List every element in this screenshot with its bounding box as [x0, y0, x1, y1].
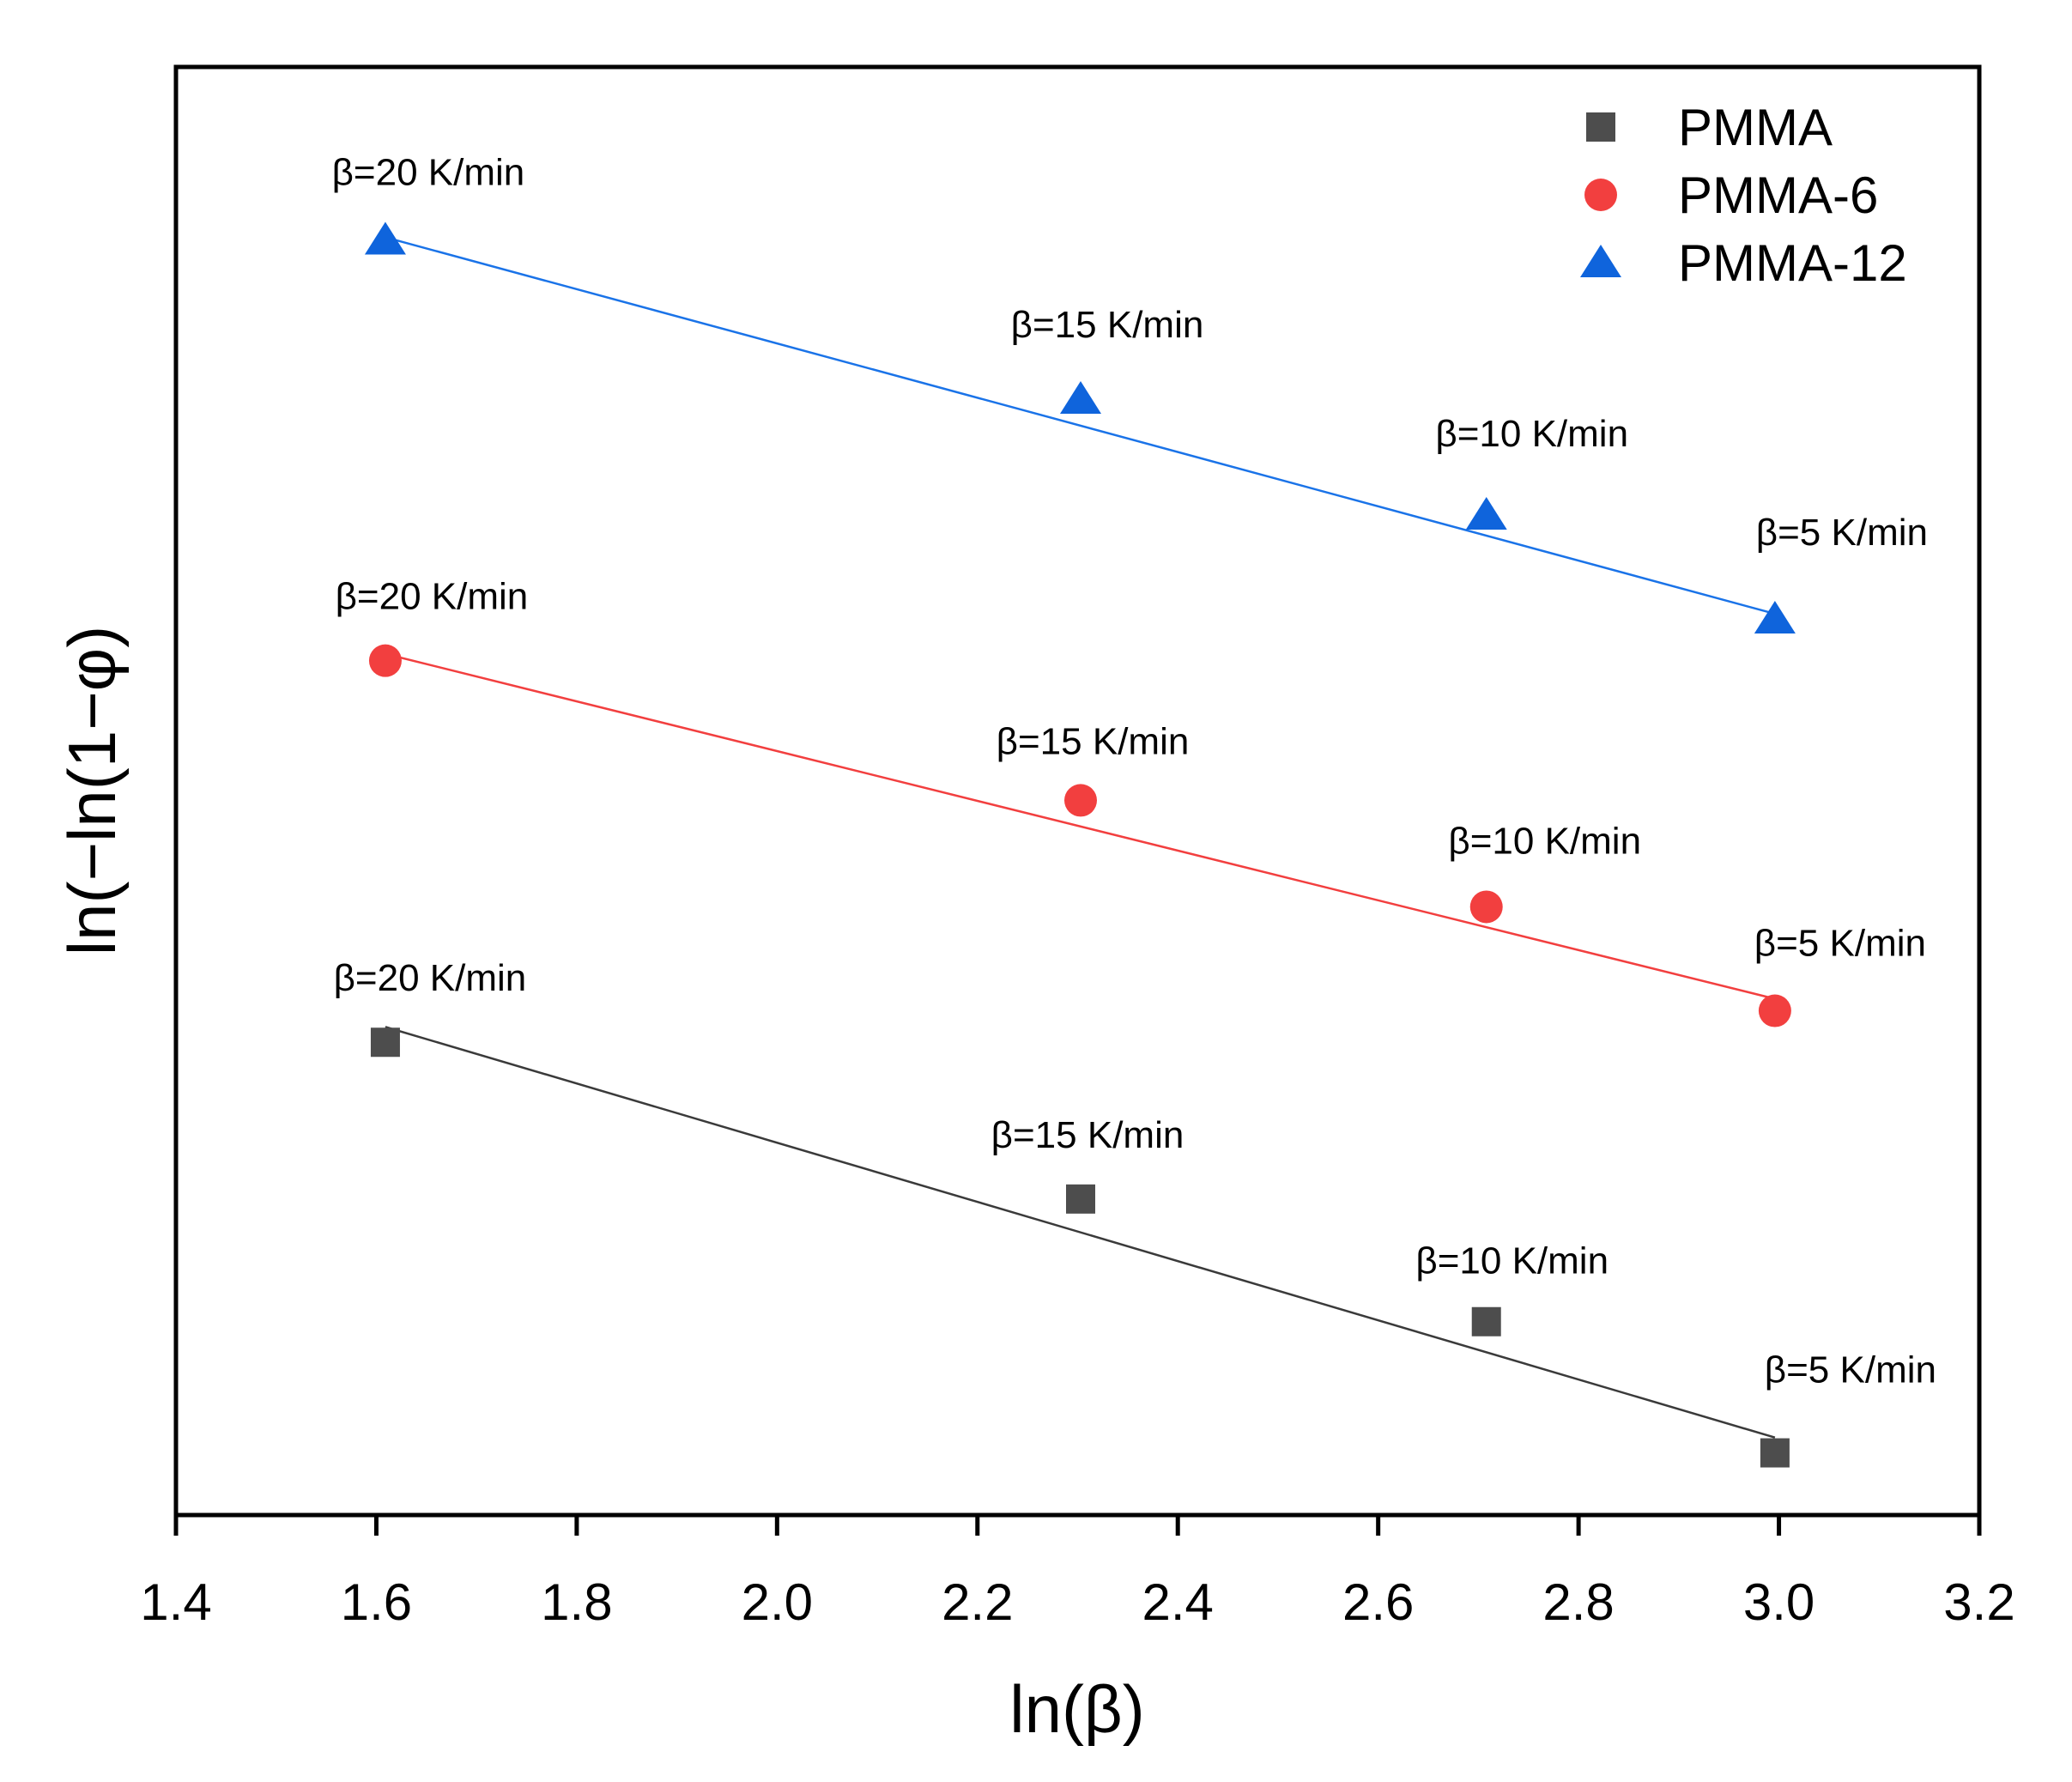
x-tick-label: 3.0	[1743, 1573, 1815, 1631]
point-label: β=5 K/min	[1756, 512, 1928, 554]
x-tick-label: 1.8	[541, 1573, 612, 1631]
pmma-point	[1066, 1184, 1096, 1214]
x-tick-label: 2.4	[1142, 1573, 1214, 1631]
pmma-point	[1471, 1306, 1501, 1336]
plot-area-frame	[173, 64, 1982, 1518]
x-tick-label: 2.2	[942, 1573, 1013, 1631]
point-label: β=15 K/min	[997, 720, 1190, 762]
x-tick-label: 2.6	[1342, 1573, 1414, 1631]
point-label: β=20 K/min	[332, 151, 525, 193]
pmma-12-fit-line	[385, 236, 1776, 615]
y-axis-title: ln(−ln(1−φ)	[54, 626, 130, 955]
x-tick-label: 1.4	[140, 1573, 211, 1631]
x-axis: 1.4 1.6 1.8 2.0 2.2 2.4 2.6 2.8 3.0 3.2	[140, 1515, 2015, 1631]
pmma-6-point	[1758, 994, 1791, 1027]
legend-label: PMMA-12	[1678, 234, 1907, 292]
legend-label: PMMA	[1678, 99, 1833, 156]
fit-lines	[385, 236, 1776, 1439]
point-label: β=5 K/min	[1754, 923, 1926, 965]
pmma-12-point	[1754, 601, 1796, 634]
point-label: β=10 K/min	[1435, 413, 1628, 455]
pmma-6-point	[1469, 890, 1503, 924]
pmma-6-point	[1064, 784, 1098, 817]
pmma-fit-line	[385, 1026, 1776, 1439]
point-label: β=15 K/min	[1011, 304, 1204, 346]
x-tick-label: 1.6	[341, 1573, 412, 1631]
point-label: β=20 K/min	[336, 576, 529, 618]
point-labels: β=20 K/min β=15 K/min β=10 K/min β=5 K/min β…	[332, 151, 1936, 1391]
legend-circle-marker	[1584, 179, 1617, 211]
x-tick-label: 2.8	[1542, 1573, 1614, 1631]
x-tick-label: 3.2	[1943, 1573, 2014, 1631]
legend-square-marker	[1586, 112, 1615, 142]
pmma-12-point	[1060, 381, 1102, 415]
data-markers	[364, 221, 1796, 1468]
point-label: β=5 K/min	[1765, 1349, 1936, 1391]
point-label: β=10 K/min	[1415, 1240, 1609, 1282]
pmma-6-point	[368, 644, 402, 677]
pmma-12-point	[364, 221, 406, 255]
point-label: β=15 K/min	[991, 1114, 1184, 1156]
x-axis-title: ln(β)	[1009, 1671, 1145, 1747]
legend-label: PMMA-6	[1678, 167, 1878, 224]
legend: PMMA PMMA-6 PMMA-12	[1580, 99, 1907, 292]
pmma-6-fit-line	[385, 652, 1776, 1000]
pmma-point	[1760, 1438, 1790, 1468]
legend-triangle-marker	[1580, 245, 1621, 277]
pmma-point	[370, 1027, 400, 1058]
point-label: β=20 K/min	[334, 957, 527, 999]
x-tick-label: 2.0	[742, 1573, 813, 1631]
pmma-12-point	[1465, 496, 1507, 530]
point-label: β=10 K/min	[1448, 820, 1641, 862]
